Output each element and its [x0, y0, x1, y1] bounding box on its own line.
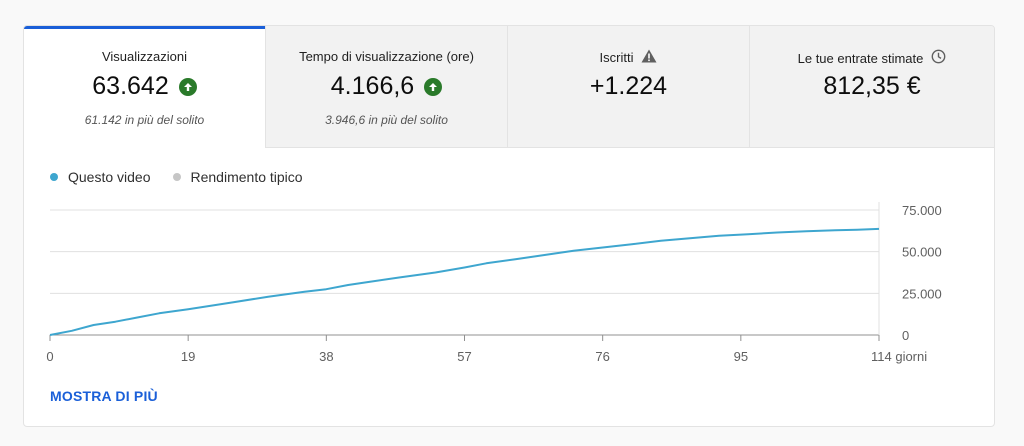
legend-item-typical[interactable]: Rendimento tipico [172, 169, 303, 185]
arrow-up-icon [424, 77, 443, 96]
legend-dot [50, 173, 58, 181]
x-tick-label: 114 giorni [871, 349, 927, 364]
line-chart: 0 25.000 50.000 75.000 0 19 38 57 76 95 114 giorni [46, 202, 942, 364]
legend-dot [172, 173, 181, 181]
tab-watch-time[interactable]: Tempo di visualizzazione (ore) 4.166,6 3… [266, 26, 508, 148]
warning-icon[interactable] [641, 49, 657, 66]
x-tick-label: 0 [46, 349, 53, 364]
tab-title: Le tue entrate stimate [750, 49, 994, 67]
tab-title: Iscritti [508, 49, 749, 66]
chart-legend: Questo video Rendimento tipico [50, 169, 303, 185]
clock-icon[interactable] [931, 49, 946, 67]
x-tick-label: 95 [734, 349, 748, 364]
tab-value: +1.224 [589, 72, 668, 100]
tab-value: 63.642 [24, 72, 265, 101]
x-tick-label: 38 [319, 349, 333, 364]
metric-tabs: Visualizzazioni 63.642 61.142 in più del… [24, 26, 994, 148]
arrow-up-icon [178, 77, 197, 96]
legend-item-this-video[interactable]: Questo video [50, 169, 151, 185]
tab-title: Visualizzazioni [101, 49, 188, 64]
tab-subtext: 3.946,6 in più del solito [325, 113, 448, 127]
tab-views[interactable]: Visualizzazioni 63.642 61.142 in più del… [24, 26, 266, 148]
y-tick-label: 50.000 [902, 245, 942, 260]
tab-subscribers[interactable]: Iscritti +1.224 [508, 26, 750, 148]
y-tick-label: 75.000 [902, 203, 942, 218]
analytics-card: Visualizzazioni 63.642 61.142 in più del… [23, 25, 995, 427]
y-tick-label: 25.000 [902, 286, 942, 301]
x-tick-label: 76 [595, 349, 609, 364]
show-more-link[interactable]: MOSTRA DI PIÙ [50, 388, 158, 404]
tab-subtext: 61.142 in più del solito [84, 113, 205, 127]
series-line-this-video [49, 227, 880, 336]
x-tick-label: 19 [181, 349, 195, 364]
tab-revenue[interactable]: Le tue entrate stimate 812,35 € [750, 26, 994, 148]
x-tick-label: 57 [457, 349, 471, 364]
tab-value: 4.166,6 [266, 72, 507, 101]
tab-value: 812,35 € [823, 72, 921, 100]
y-tick-label: 0 [902, 328, 909, 343]
tab-title: Tempo di visualizzazione (ore) [299, 49, 474, 64]
